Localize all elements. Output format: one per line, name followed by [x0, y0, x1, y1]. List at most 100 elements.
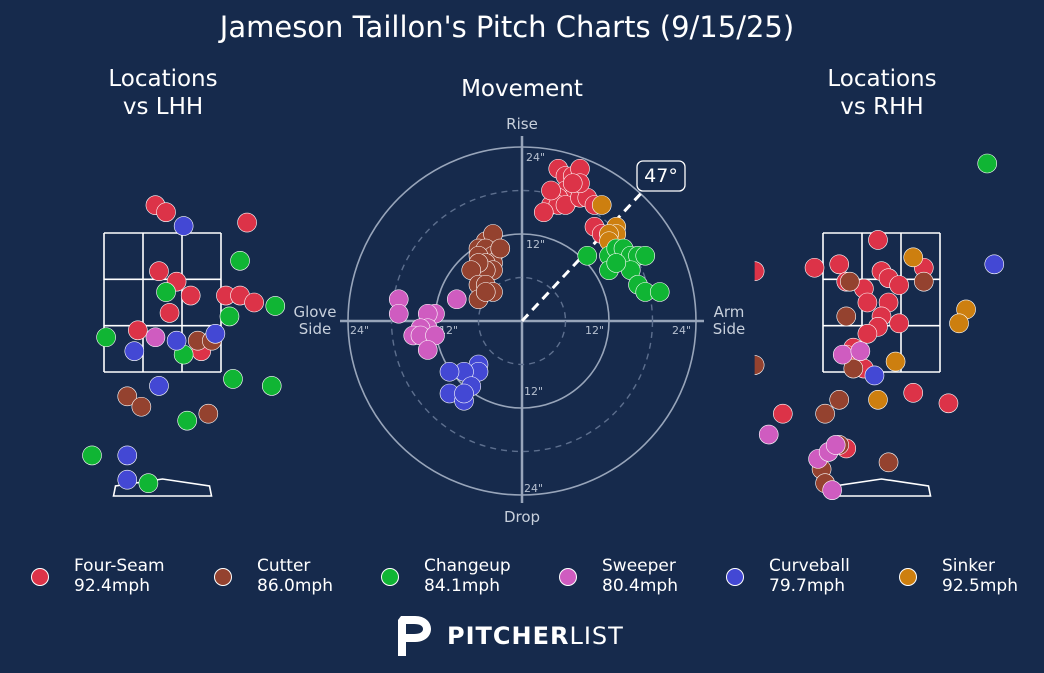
arm-angle-label: 47° — [644, 165, 678, 187]
pitcherlist-logo-icon — [398, 616, 431, 656]
movement-point-sweeper — [388, 303, 409, 324]
legend-pitch-name: Cutter — [257, 556, 311, 576]
lhh-point-changeup — [230, 250, 250, 271]
chart-title: Jameson Taillon's Pitch Charts (9/15/25) — [219, 10, 795, 44]
ring-6-inch-dashed — [477, 276, 567, 366]
rhh-point-cutter — [843, 358, 864, 379]
legend-pitch-name: Sinker — [942, 556, 995, 576]
lhh-title-line2: vs LHH — [122, 94, 204, 120]
rhh-point-sweeper — [822, 480, 842, 500]
legend-pitch-velo: 80.4mph — [602, 576, 678, 596]
locations-vs-lhh-plot — [82, 195, 286, 497]
movement-point-four-seam — [533, 202, 554, 223]
lhh-point-changeup — [156, 282, 176, 302]
movement-point-sweeper — [446, 289, 467, 310]
locations-vs-rhh-plot — [754, 153, 1005, 500]
lhh-point-curveball — [117, 469, 138, 490]
lhh-point-four-seam — [244, 292, 264, 313]
rhh-point-sinker — [903, 247, 924, 268]
lhh-point-changeup — [96, 327, 116, 348]
axis-label-top: Rise — [506, 115, 538, 133]
lhh-home-plate — [112, 478, 213, 497]
rhh-point-cutter — [836, 306, 857, 327]
movement-plot: 24"12"12" 24"24" 12"12"24"RiseDropGloveSid… — [293, 115, 745, 526]
lhh-point-changeup — [177, 410, 197, 431]
rhh-point-four-seam — [857, 323, 878, 344]
lhh-point-four-seam — [128, 320, 148, 341]
lhh-point-cutter — [117, 386, 138, 407]
rhh-point-four-seam — [829, 254, 850, 275]
rhh-point-cutter — [754, 355, 765, 375]
movement-point-four-seam — [562, 173, 583, 194]
movement-point-four-seam — [541, 180, 561, 201]
rhh-point-sinker — [949, 313, 969, 334]
rhh-home-plate — [831, 478, 932, 497]
pitcherlist-logo: PITCHERLIST — [395, 612, 635, 658]
ring-label-bottom-12: 12" — [524, 385, 543, 398]
legend-pitch-name: Curveball — [769, 556, 850, 576]
movement-point-curveball — [454, 383, 474, 404]
legend-pitch-velo: 92.5mph — [942, 576, 1018, 596]
movement-point-cutter — [475, 282, 496, 302]
rhh-point-sweeper — [850, 341, 871, 361]
rhh-point-sweeper — [832, 344, 853, 365]
rhh-point-four-seam — [889, 275, 909, 295]
lhh-point-four-seam — [237, 212, 257, 233]
lhh-point-changeup — [265, 296, 286, 316]
movement-point-changeup — [635, 245, 656, 266]
rhh-point-four-seam — [903, 383, 924, 403]
legend-pitch-name: Sweeper — [602, 556, 676, 576]
rhh-point-four-seam — [804, 257, 825, 278]
axis-label-bottom: Drop — [504, 508, 540, 526]
logo-text-light: LIST — [569, 622, 624, 650]
rhh-point-curveball — [984, 254, 1005, 275]
lhh-point-changeup — [219, 306, 240, 327]
legend-pitch-velo: 86.0mph — [257, 576, 333, 596]
movement-point-sinker — [591, 195, 612, 215]
axis-label-right-line2: Side — [713, 320, 745, 338]
logo-text-bold: PITCHER — [447, 622, 570, 650]
lhh-point-changeup — [82, 445, 102, 466]
ring-24-inch — [347, 146, 697, 496]
legend-pitch-velo: 84.1mph — [424, 576, 500, 596]
lhh-point-curveball — [117, 445, 138, 466]
ring-label-top-12: 12" — [526, 238, 545, 251]
legend-marker — [31, 568, 49, 586]
movement-point-sweeper — [417, 340, 438, 360]
ring-label-top-24: 24" — [526, 151, 545, 164]
legend-marker — [726, 568, 744, 586]
rhh-point-four-seam — [889, 313, 909, 334]
rhh-point-four-seam — [868, 230, 888, 250]
lhh-point-changeup — [223, 369, 243, 389]
rhh-point-sweeper — [825, 435, 846, 455]
lhh-point-four-seam — [156, 202, 176, 222]
rhh-point-changeup — [977, 153, 998, 174]
lhh-points — [82, 195, 286, 494]
legend-marker — [381, 568, 399, 586]
legend-pitch-name: Four-Seam — [74, 556, 165, 576]
lhh-panel-title: Locations vs LHH — [73, 65, 253, 121]
movement-panel-title: Movement — [461, 76, 583, 102]
rhh-point-four-seam — [938, 393, 959, 414]
ring-label-left-24: 24" — [350, 324, 369, 337]
rhh-title-line1: Locations — [827, 66, 937, 92]
legend-pitch-velo: 79.7mph — [769, 576, 845, 596]
movement-point-cutter — [490, 238, 511, 259]
lhh-point-four-seam — [180, 285, 201, 306]
ring-label-right-12: 12" — [585, 324, 604, 337]
lhh-point-curveball — [149, 376, 169, 396]
arm-angle-badge — [636, 160, 686, 192]
axis-label-right-line1: Arm — [714, 303, 745, 321]
lhh-point-curveball — [124, 341, 145, 361]
lhh-point-cutter — [131, 396, 152, 417]
rhh-points — [754, 153, 1005, 500]
ring-label-bottom-24: 24" — [524, 482, 543, 495]
rhh-point-four-seam — [754, 261, 765, 282]
lhh-point-sweeper — [145, 327, 166, 348]
lhh-title-line1: Locations — [108, 66, 218, 92]
lhh-point-changeup — [261, 376, 282, 396]
rhh-point-sweeper — [758, 424, 779, 445]
legend-pitch-name: Changeup — [424, 556, 511, 576]
rhh-panel-title: Locations vs RHH — [792, 65, 972, 121]
